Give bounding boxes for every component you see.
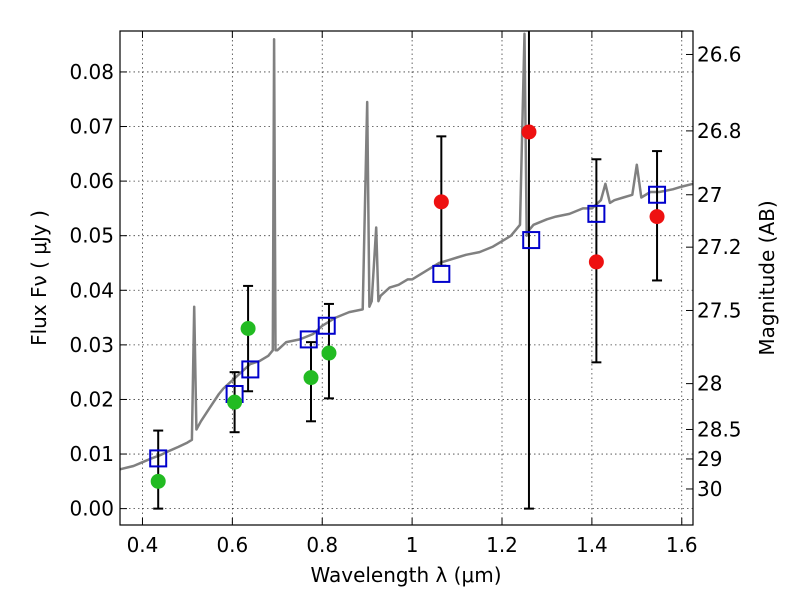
model-square-point (432, 264, 451, 283)
y2-axis-label: Magnitude (AB) (755, 200, 779, 355)
y2-tick-label: 27 (697, 183, 722, 207)
observed-flux-point (150, 473, 166, 489)
x-tick-label: 0.6 (216, 533, 248, 557)
y2-tick-label: 27.5 (697, 298, 742, 322)
observed-flux-point (433, 194, 449, 210)
y2-tick-label: 28.5 (697, 417, 742, 441)
y-tick-label: 0.06 (69, 169, 114, 193)
x-axis-label: Wavelength λ (μm) (310, 563, 501, 587)
observed-flux-point (303, 370, 319, 386)
model-square-point (241, 360, 260, 379)
y-tick-label: 0.07 (69, 115, 114, 139)
y2-tick-label: 27.2 (697, 235, 742, 259)
model-square-point (317, 316, 336, 335)
y2-tick-label: 26.8 (697, 119, 742, 143)
y2-tick-label: 28 (697, 372, 722, 396)
observed-flux-point (588, 254, 604, 270)
y2-tick-label: 29 (697, 447, 722, 471)
y-axis-label: Flux Fν ( μJy ) (27, 210, 51, 346)
x-tick-label: 0.8 (306, 533, 338, 557)
x-tick-label: 0.4 (127, 533, 159, 557)
plot-frame (119, 30, 694, 526)
grid-lines (120, 31, 693, 525)
y-tick-label: 0.03 (69, 333, 114, 357)
y-tick-label: 0.05 (69, 224, 114, 248)
y2-tick-label: 26.6 (697, 42, 742, 66)
x-tick-label: 1.4 (576, 533, 608, 557)
axis-ticks: 0.4 0.6 0.8 1 1.2 1.4 1.6 0.00 0.01 0.02 0.03 0.04 0… (69, 31, 742, 557)
plot-area (119, 31, 694, 510)
observed-flux-point (227, 394, 243, 410)
model-square-point (648, 185, 667, 204)
y-tick-label: 0.00 (69, 497, 114, 521)
x-tick-label: 1.2 (486, 533, 518, 557)
x-tick-label: 1 (406, 533, 419, 557)
spectrum-line (119, 32, 694, 471)
x-tick-label: 1.6 (666, 533, 698, 557)
model-square-point (149, 449, 168, 468)
observed-flux-point (521, 124, 537, 140)
y-tick-label: 0.08 (69, 60, 114, 84)
y-tick-label: 0.04 (69, 278, 114, 302)
model-square-point (299, 330, 318, 349)
model-square-point (522, 231, 541, 250)
y-tick-label: 0.02 (69, 387, 114, 411)
y2-tick-label: 30 (697, 477, 722, 501)
observed-flux-point (240, 320, 256, 336)
y-tick-label: 0.01 (69, 442, 114, 466)
observed-flux-point (321, 345, 337, 361)
observed-flux-point (649, 209, 665, 225)
model-square-point (587, 204, 606, 223)
